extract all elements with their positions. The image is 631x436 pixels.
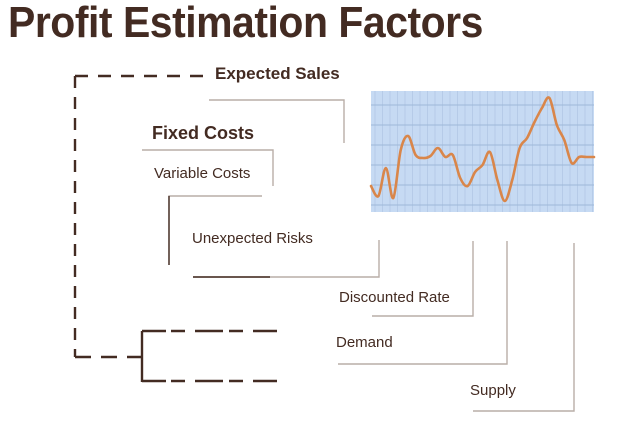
factor-supply: Supply bbox=[470, 382, 516, 399]
fixed-costs-connector bbox=[142, 149, 274, 186]
page-title: Profit Estimation Factors bbox=[8, 0, 483, 47]
factor-variable-costs: Variable Costs bbox=[154, 165, 251, 182]
discounted-rate-connector bbox=[372, 241, 474, 317]
expected-sales-connector bbox=[209, 99, 345, 143]
factor-fixed-costs: Fixed Costs bbox=[152, 123, 255, 143]
chart-series-line bbox=[369, 96, 596, 203]
factor-discounted-rate: Discounted Rate bbox=[339, 289, 450, 306]
factor-demand: Demand bbox=[336, 334, 393, 351]
factor-unexpected-risks: Unexpected Risks bbox=[192, 230, 313, 247]
supply-connector bbox=[473, 243, 575, 412]
demand-connector bbox=[338, 241, 508, 365]
line-chart bbox=[369, 91, 596, 212]
factor-expected-sales: Expected Sales bbox=[215, 64, 340, 83]
outer-dashed-bracket bbox=[73, 74, 282, 383]
